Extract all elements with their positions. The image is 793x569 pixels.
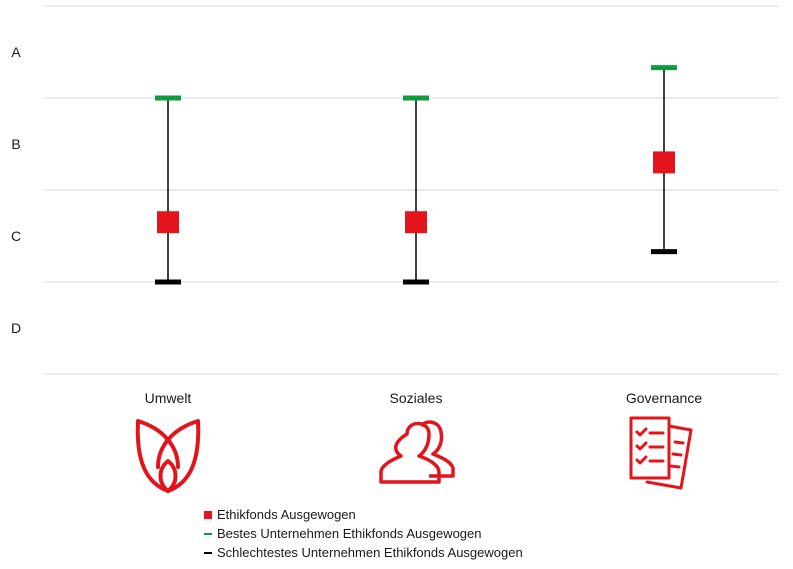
legend-swatch-worst [204, 551, 212, 554]
legend-label-fund: Ethikfonds Ausgewogen [217, 507, 356, 522]
worst-marker [155, 279, 181, 285]
legend-swatch-fund [204, 510, 212, 519]
legend-item-fund: Ethikfonds Ausgewogen [204, 505, 523, 524]
people-icon [379, 420, 455, 484]
y-tick-label: B [11, 136, 20, 152]
legend-label-worst: Schlechtestes Unternehmen Ethikfonds Aus… [217, 545, 523, 560]
worst-marker [403, 279, 429, 285]
fund-marker [653, 151, 675, 174]
fund-marker [157, 211, 179, 234]
y-tick-label: D [11, 320, 21, 336]
category-label: Governance [626, 390, 702, 406]
legend-item-best: Bestes Unternehmen Ethikfonds Ausgewogen [204, 524, 523, 543]
worst-marker [651, 249, 677, 255]
legend-swatch-best [204, 532, 212, 535]
legend-item-worst: Schlechtestes Unternehmen Ethikfonds Aus… [204, 543, 523, 562]
checklist-icon [629, 416, 693, 490]
best-marker [155, 95, 181, 101]
leaf-icon [135, 419, 201, 493]
category-label: Soziales [390, 390, 443, 406]
data-marks [155, 65, 677, 285]
y-tick-label: A [11, 44, 21, 60]
gridlines [44, 5, 779, 375]
legend: Ethikfonds Ausgewogen Bestes Unternehmen… [204, 505, 523, 562]
y-tick-labels: A B C D [11, 44, 21, 336]
category-label: Umwelt [145, 390, 192, 406]
fund-marker [405, 211, 427, 234]
best-marker [651, 65, 677, 71]
best-marker [403, 95, 429, 101]
legend-label-best: Bestes Unternehmen Ethikfonds Ausgewogen [217, 526, 482, 541]
category-labels: Umwelt Soziales Governance [145, 390, 703, 406]
y-tick-label: C [11, 228, 21, 244]
